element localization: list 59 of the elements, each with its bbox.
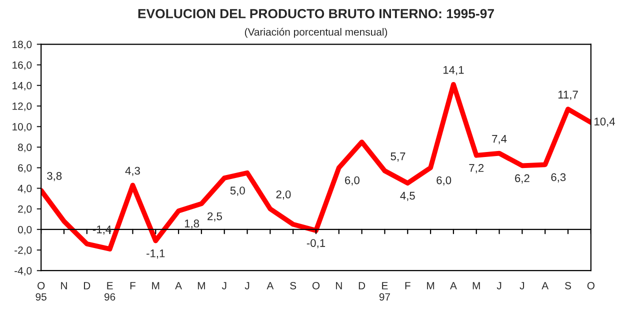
x-tick-label: N — [336, 282, 342, 290]
y-tick-label: 14,0 — [12, 82, 32, 91]
y-tick-label: 2,0 — [18, 205, 32, 214]
data-label: 2,0 — [276, 190, 291, 200]
x-tick-label: D — [358, 282, 366, 290]
data-label: -1,1 — [146, 250, 165, 259]
x-tick-label: J — [244, 282, 250, 290]
x-tick-label: A — [450, 282, 457, 290]
x-tick-label: A — [266, 282, 274, 290]
data-label: 7,2 — [469, 164, 484, 174]
x-tick-label: S — [290, 282, 296, 290]
y-tick-label: 10,0 — [12, 123, 32, 132]
y-tick-label: 16,0 — [12, 61, 32, 70]
x-tick-label: O — [312, 282, 320, 290]
data-label: 5,0 — [230, 186, 245, 196]
x-tick-label: O — [587, 282, 594, 290]
line-series — [41, 82, 591, 252]
data-label: 14,1 — [443, 66, 464, 76]
x-tick-label: M — [198, 282, 205, 290]
data-label: 6,2 — [515, 174, 530, 184]
data-label: 3,8 — [47, 172, 62, 182]
x-tick-label: A — [175, 282, 182, 290]
y-tick-label: 18,0 — [12, 40, 32, 50]
y-tick-label: 8,0 — [18, 144, 32, 152]
y-tick-label: 12,0 — [12, 102, 32, 112]
data-label: 1,8 — [184, 220, 200, 229]
chart-subtitle: (Variación porcentual mensual) — [244, 28, 388, 38]
data-label: 7,4 — [492, 135, 507, 144]
x-tick-label: F — [405, 282, 410, 290]
data-label: 4,3 — [125, 166, 140, 176]
data-label: 4,5 — [400, 192, 415, 201]
data-label: 10,4 — [594, 118, 615, 127]
x-tick-label: M — [152, 282, 160, 290]
y-tick-label: 4,0 — [18, 184, 32, 194]
chart-title: EVOLUCION DEL PRODUCTO BRUTO INTERNO: 1995-97 — [138, 8, 494, 18]
data-label: 6,0 — [436, 176, 452, 186]
y-tick-label: 0,0 — [18, 226, 32, 235]
data-label: 2,5 — [208, 212, 222, 222]
x-tick-label: M — [472, 282, 480, 290]
x-tick-label: F — [130, 282, 136, 290]
data-label: -0,1 — [306, 239, 326, 248]
x-tick-label: E 97 — [379, 282, 390, 301]
data-label: 6,0 — [345, 176, 360, 186]
x-tick-label: J — [222, 282, 226, 290]
x-tick-label: D — [84, 282, 90, 290]
x-tick-label: N — [61, 282, 67, 290]
data-label: 5,7 — [390, 152, 406, 162]
x-tick-label: O 95 — [36, 282, 46, 301]
x-tick-label: J — [520, 282, 524, 290]
x-tick-label: M — [427, 282, 434, 290]
x-tick-label: J — [496, 282, 502, 290]
x-tick-label: E 96 — [104, 282, 116, 301]
x-tick-label: S — [565, 282, 572, 290]
y-tick-label: -4,0 — [14, 267, 32, 276]
y-tick-label: -2,0 — [14, 246, 32, 256]
x-tick-label: A — [542, 282, 549, 290]
data-label: 6,3 — [551, 173, 566, 182]
y-tick-label: 6,0 — [18, 164, 32, 173]
data-label: 11,7 — [558, 90, 578, 100]
